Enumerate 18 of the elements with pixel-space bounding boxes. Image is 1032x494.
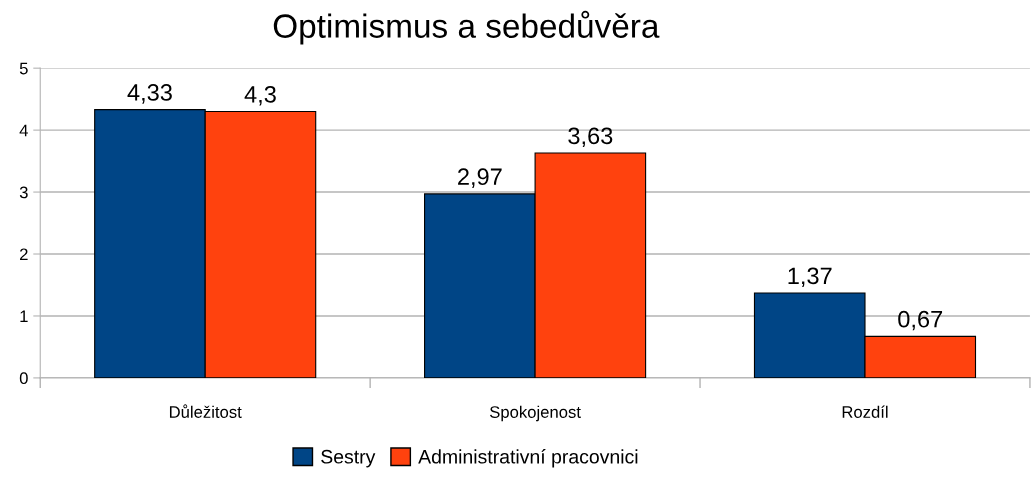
x-tick-label: Spokojenost bbox=[489, 405, 581, 422]
chart-title: Optimismus a sebedůvěra bbox=[273, 10, 660, 45]
y-tick-label: 0 bbox=[19, 372, 28, 385]
data-label: 4,3 bbox=[244, 85, 276, 106]
y-tick-label: 4 bbox=[19, 124, 28, 137]
data-label: 4,33 bbox=[127, 84, 172, 104]
legend-label: Administrativní pracovnici bbox=[418, 449, 638, 468]
data-label: 3,63 bbox=[568, 127, 613, 147]
data-label: 0,67 bbox=[898, 310, 943, 331]
x-tick-label: Rozdíl bbox=[842, 405, 888, 418]
y-tick-label: 2 bbox=[20, 248, 28, 261]
x-tick-label: Důležitost bbox=[169, 404, 242, 418]
y-tick-label: 1 bbox=[20, 310, 28, 322]
data-label: 1,37 bbox=[788, 267, 832, 287]
y-tick-label: 3 bbox=[19, 186, 28, 199]
data-label: 2,97 bbox=[458, 168, 502, 188]
legend-label: Sestry bbox=[321, 449, 376, 468]
y-tick-label: 5 bbox=[19, 62, 28, 75]
